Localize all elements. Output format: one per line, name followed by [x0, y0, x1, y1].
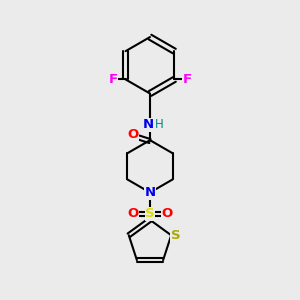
Text: H: H [155, 118, 164, 131]
Text: S: S [171, 229, 181, 242]
Text: S: S [145, 207, 155, 220]
Text: O: O [162, 207, 173, 220]
Text: N: N [144, 186, 156, 199]
Text: O: O [127, 207, 138, 220]
Text: F: F [109, 73, 118, 86]
Text: O: O [127, 128, 138, 141]
Text: F: F [182, 73, 191, 86]
Text: N: N [143, 118, 154, 131]
